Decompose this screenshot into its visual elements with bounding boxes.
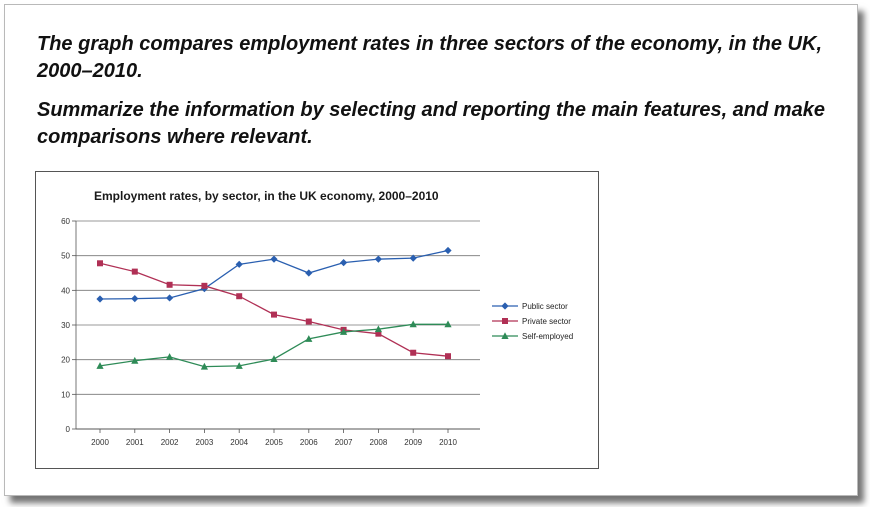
data-point [131, 268, 138, 275]
legend: Public sector Private sector Self-employed [492, 302, 573, 341]
x-tick-label: 2001 [126, 438, 144, 447]
chart-title: Employment rates, by sector, in the UK e… [94, 189, 439, 203]
series-group [96, 246, 452, 370]
data-point [374, 255, 382, 263]
y-tick-label: 50 [61, 252, 70, 261]
data-point [96, 362, 104, 369]
y-axis-ticks: 0 10 20 30 40 50 60 [61, 217, 76, 434]
data-point [166, 353, 174, 360]
series-public-sector [96, 246, 452, 303]
x-tick-label: 2006 [300, 438, 318, 447]
legend-item: Self-employed [492, 332, 573, 341]
data-point [374, 325, 382, 333]
y-tick-label: 0 [66, 425, 71, 434]
data-point [200, 362, 208, 370]
data-point [131, 356, 139, 364]
line-chart: Employment rates, by sector, in the UK e… [61, 189, 573, 447]
data-point [270, 355, 278, 362]
x-tick-label: 2005 [265, 438, 283, 447]
y-tick-label: 60 [61, 217, 70, 226]
chart-frame: Employment rates, by sector, in the UK e… [35, 171, 599, 469]
legend-marker [501, 332, 509, 339]
data-point [131, 295, 139, 303]
data-point [305, 335, 313, 342]
x-tick-label: 2000 [91, 438, 109, 447]
legend-label: Public sector [522, 302, 568, 311]
x-tick-label: 2002 [161, 438, 179, 447]
page-sheet: The graph compares employment rates in t… [4, 4, 858, 496]
y-tick-label: 30 [61, 321, 70, 330]
data-point [96, 295, 104, 303]
legend-item: Public sector [492, 302, 568, 311]
data-point [271, 311, 277, 318]
legend-label: Self-employed [522, 332, 573, 341]
data-point [235, 362, 243, 369]
data-point [444, 320, 452, 328]
grid-lines [75, 220, 480, 430]
y-tick-label: 10 [61, 390, 70, 399]
data-point [201, 282, 208, 289]
y-tick-label: 40 [61, 286, 70, 295]
prompt-task: Summarize the information by selecting a… [37, 99, 825, 148]
x-tick-label: 2009 [404, 438, 422, 447]
data-point [166, 281, 173, 288]
x-tick-label: 2004 [230, 438, 248, 447]
series-self-employed [96, 320, 452, 370]
data-point [305, 318, 312, 325]
data-point [409, 320, 417, 328]
data-point [97, 260, 103, 267]
x-tick-label: 2010 [439, 438, 457, 447]
data-point [445, 353, 451, 360]
data-point [410, 349, 417, 356]
legend-marker [501, 302, 509, 310]
x-tick-label: 2003 [196, 438, 214, 447]
y-tick-label: 20 [61, 356, 70, 365]
legend-label: Private sector [522, 317, 571, 326]
series-line [99, 262, 449, 357]
prompt-instructions: The graph compares employment rates in t… [37, 33, 822, 82]
data-point [340, 259, 348, 267]
legend-item: Private sector [492, 317, 571, 326]
data-point [444, 246, 452, 255]
x-tick-label: 2007 [335, 438, 353, 447]
legend-marker [502, 318, 508, 324]
data-point [236, 293, 243, 300]
data-point [340, 328, 348, 335]
series-private-sector [97, 260, 451, 360]
data-point [305, 269, 313, 277]
data-point [270, 255, 278, 263]
data-point [166, 294, 174, 302]
data-point [375, 330, 382, 337]
x-tick-label: 2008 [370, 438, 388, 447]
x-axis-ticks: 2000 2001 2002 2003 2004 2005 2006 2007 2008 2009… [91, 429, 457, 447]
